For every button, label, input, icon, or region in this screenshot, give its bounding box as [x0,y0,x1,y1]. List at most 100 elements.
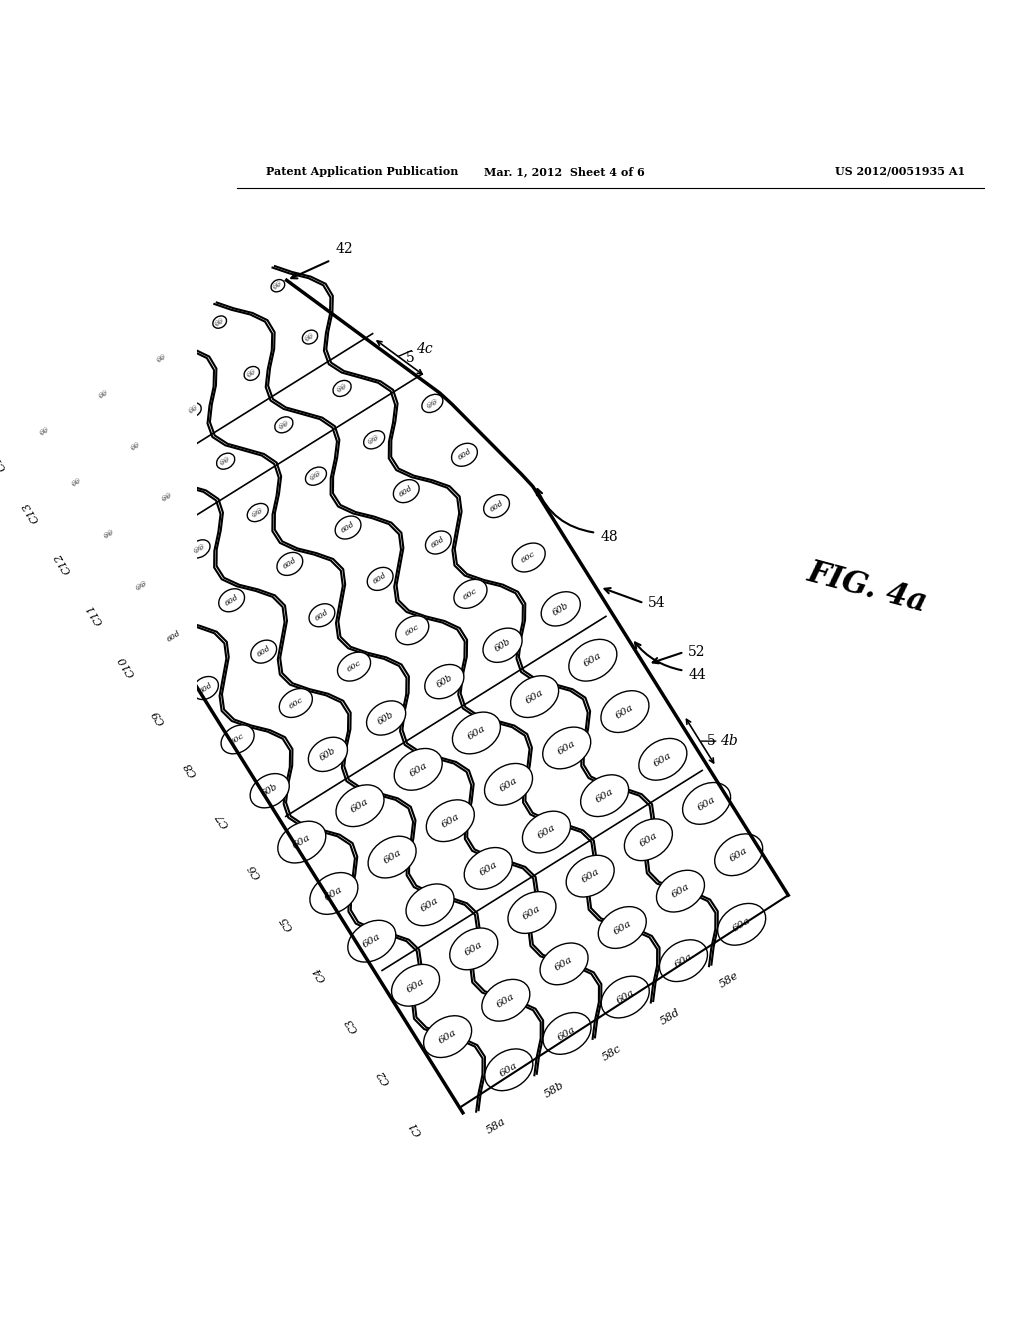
Text: @@: @@ [304,333,315,342]
Ellipse shape [483,495,510,517]
Ellipse shape [483,628,522,663]
Text: 60a: 60a [420,896,440,913]
Ellipse shape [464,847,512,890]
Text: 60a: 60a [324,884,344,903]
Text: @@: @@ [214,317,225,327]
Text: @@: @@ [40,426,50,436]
Ellipse shape [70,475,85,490]
Ellipse shape [511,676,559,718]
Ellipse shape [274,417,293,433]
Ellipse shape [250,774,289,808]
Ellipse shape [309,603,335,627]
Text: C12: C12 [52,550,73,576]
Ellipse shape [247,503,268,521]
Ellipse shape [251,640,276,663]
Ellipse shape [452,444,477,466]
Text: C1: C1 [408,1119,424,1138]
Text: 58e: 58e [717,970,740,990]
Ellipse shape [38,425,52,437]
Text: 60a: 60a [614,702,636,721]
Ellipse shape [276,552,303,576]
Text: 60c: 60c [229,731,247,747]
Text: 60c: 60c [345,659,362,675]
Ellipse shape [422,395,442,413]
Ellipse shape [96,388,111,401]
Text: C3: C3 [343,1016,359,1035]
Ellipse shape [278,821,326,863]
Text: 60a: 60a [521,904,543,921]
Text: @@: @@ [188,405,199,414]
Ellipse shape [217,453,234,469]
Ellipse shape [391,965,439,1006]
Ellipse shape [715,834,763,875]
Ellipse shape [161,626,186,648]
Text: @@: @@ [336,383,348,393]
Ellipse shape [508,891,556,933]
Text: 4c: 4c [416,342,432,356]
Text: @@: @@ [278,420,290,430]
Text: 60d: 60d [282,557,298,572]
Text: 60a: 60a [670,882,691,900]
Ellipse shape [406,884,454,925]
Ellipse shape [543,1012,591,1055]
Ellipse shape [271,280,285,292]
Ellipse shape [540,942,588,985]
Text: C14: C14 [0,447,9,473]
Text: 5: 5 [707,734,715,748]
Text: 60b: 60b [493,636,512,653]
Text: 54: 54 [648,597,666,610]
Text: C9: C9 [151,708,167,726]
Text: 60d: 60d [255,644,272,659]
Text: 60a: 60a [404,977,426,994]
Ellipse shape [310,873,358,915]
Text: C4: C4 [311,965,328,983]
Text: @@: @@ [72,478,83,487]
Ellipse shape [581,775,629,817]
Text: 60a: 60a [638,830,659,849]
Text: 60a: 60a [463,940,484,958]
Ellipse shape [543,727,591,768]
Ellipse shape [718,903,766,945]
Text: @@: @@ [130,441,141,451]
Text: 60a: 60a [498,775,519,793]
Text: 60a: 60a [583,651,603,669]
Text: 60c: 60c [520,550,538,565]
Ellipse shape [308,738,347,771]
Ellipse shape [395,616,429,644]
Ellipse shape [368,568,393,590]
Text: 60a: 60a [652,750,674,768]
Text: C2: C2 [375,1068,392,1086]
Ellipse shape [302,330,317,345]
Text: 58b: 58b [543,1080,565,1100]
Text: 48: 48 [600,529,617,544]
Text: US 2012/0051935 A1: US 2012/0051935 A1 [835,166,965,177]
Ellipse shape [659,940,708,982]
Ellipse shape [333,380,351,396]
Ellipse shape [280,689,312,718]
Text: 60d: 60d [488,499,505,513]
Ellipse shape [159,490,176,506]
Text: 60b: 60b [434,673,454,690]
Ellipse shape [683,783,730,824]
Ellipse shape [221,725,254,754]
Text: @@: @@ [219,455,231,466]
Text: 60c: 60c [462,586,479,602]
Ellipse shape [393,479,419,503]
Ellipse shape [450,928,498,970]
Text: 5: 5 [407,351,415,364]
Text: 52: 52 [688,645,706,659]
Text: @@: @@ [272,281,284,290]
Text: @@: @@ [156,354,167,363]
Ellipse shape [426,800,474,842]
Ellipse shape [522,812,570,853]
Text: 60a: 60a [466,725,487,742]
Ellipse shape [338,652,371,681]
Text: 58c: 58c [601,1043,624,1063]
Text: 60a: 60a [382,849,402,866]
Ellipse shape [394,748,442,791]
Text: 60d: 60d [313,609,331,623]
Text: C7: C7 [215,810,231,829]
Ellipse shape [193,677,218,700]
Text: 60a: 60a [696,795,717,812]
Text: 58a: 58a [484,1115,507,1135]
